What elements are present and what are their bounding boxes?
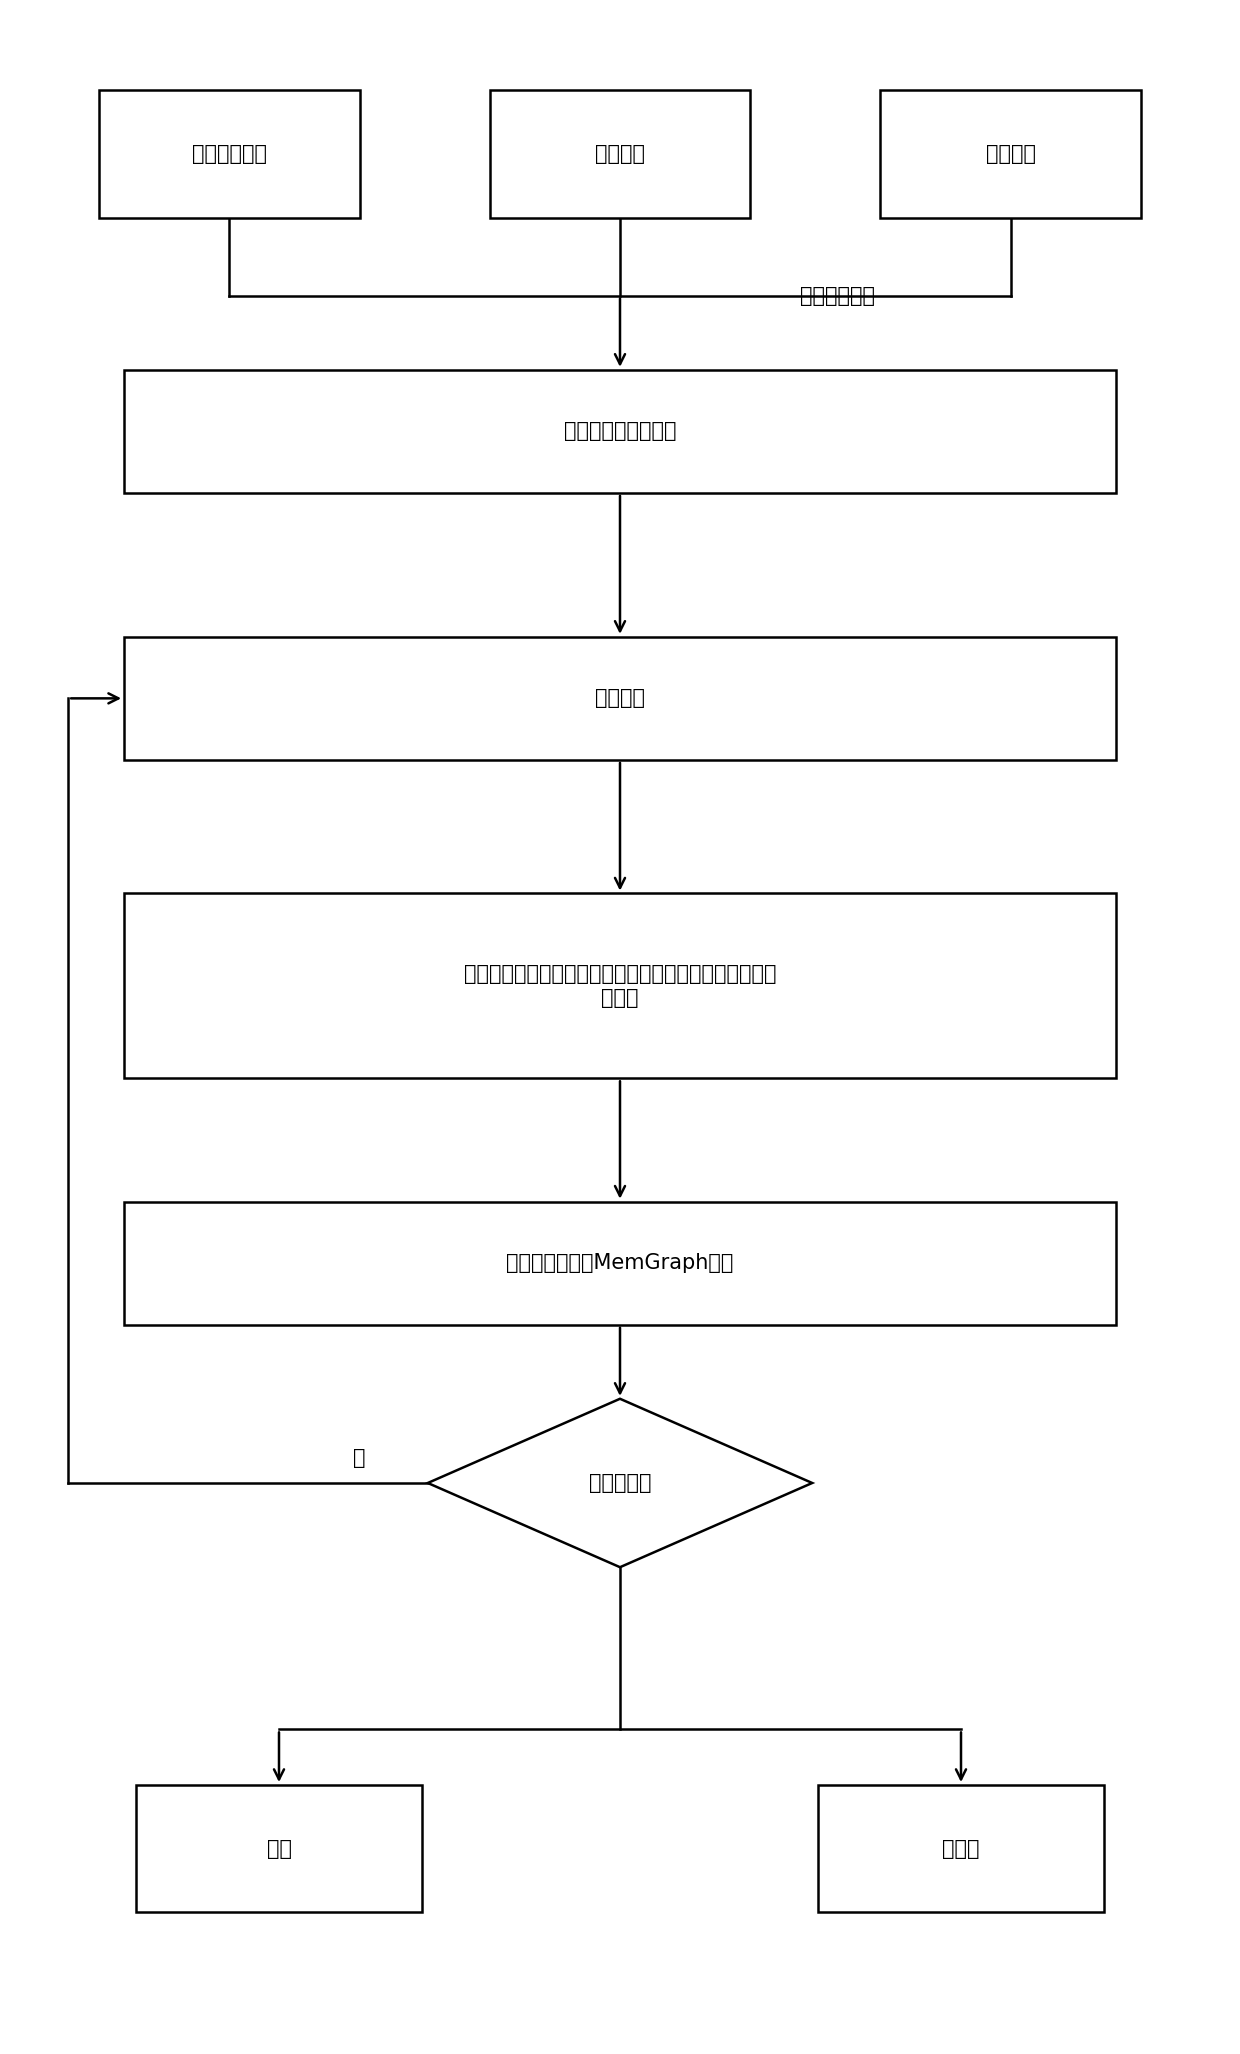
Bar [136,1785,422,1912]
Text: 拓扑结构文件: 拓扑结构文件 [192,144,267,164]
Bar [818,1785,1104,1912]
Bar [880,90,1141,218]
Text: 图形绘制: 图形绘制 [595,688,645,709]
Bar [124,637,1116,760]
Text: 图形文件: 图形文件 [986,144,1035,164]
Text: 图拓扑结构单元MemGraph修改: 图拓扑结构单元MemGraph修改 [506,1253,734,1273]
Text: 矢量图: 矢量图 [942,1838,980,1859]
Text: 是否完成？: 是否完成？ [589,1473,651,1493]
Bar [124,893,1116,1078]
Polygon shape [428,1399,812,1567]
Text: 新增、移动、删除、修改、平行线设置、增加折线、标注
设置等: 新增、移动、删除、修改、平行线设置、增加折线、标注 设置等 [464,963,776,1009]
Text: 图拓扑结构管理模块: 图拓扑结构管理模块 [564,421,676,442]
Text: 否: 否 [353,1448,366,1469]
Text: 潮流文件: 潮流文件 [595,144,645,164]
Text: 文本解析引擎: 文本解析引擎 [800,286,874,306]
Text: 位图: 位图 [267,1838,291,1859]
Bar [99,90,360,218]
Bar [124,370,1116,493]
Bar [490,90,750,218]
Bar [124,1202,1116,1325]
